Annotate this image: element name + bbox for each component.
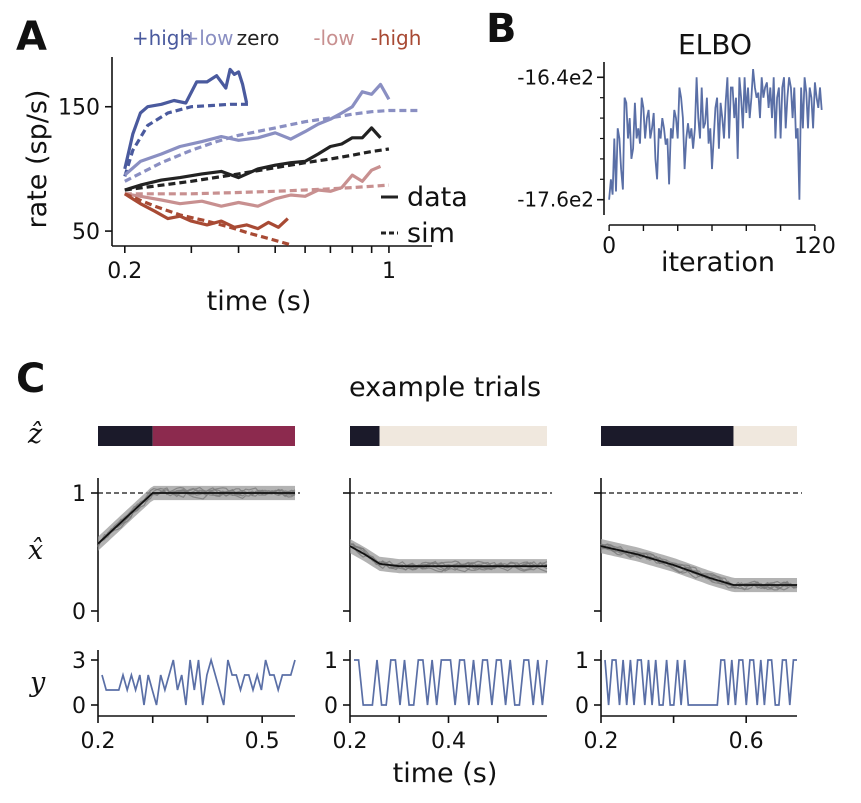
y-y-tick-label: 0 [575, 694, 589, 719]
trial-1: 0 1 0 3 0.2 0.5 [72, 426, 300, 754]
panel-b-x-tick-label: 0 [602, 234, 616, 259]
z-segment-high-state [152, 426, 295, 446]
x-hat-sample-line [600, 543, 798, 590]
y-observation-line [604, 659, 797, 706]
panel-a-x-label: time (s) [207, 286, 312, 317]
panel-b-title: ELBO [678, 28, 752, 61]
panel-c-trials: 0 1 0 3 0.2 0.5 0 1 0.2 0.4 0 1 0.2 0.6 [72, 426, 802, 754]
panel-a-axes: 50 150 0.2 1 [58, 57, 432, 284]
panel-a-line-legend: data sim [381, 182, 468, 249]
y-y-tick-label: 1 [575, 649, 589, 674]
panel-a-y-tick-label: 150 [58, 96, 100, 121]
legend-zero: zero [237, 26, 280, 50]
legend-plusminus-high: +high [132, 26, 192, 50]
panel-b-y-tick-label: -16.4e2 [517, 65, 594, 89]
trial-2: 0 1 0.2 0.4 [324, 426, 552, 754]
x-hat-mean-line [600, 545, 797, 586]
x-hat-mean-line [97, 492, 295, 545]
x-hat-band [601, 539, 797, 593]
panel-b-x-label: iteration [661, 247, 775, 278]
z-segment-dark-state [601, 426, 734, 446]
x-hat-y-tick-label: 1 [72, 482, 86, 507]
panel-letter-a: A [16, 14, 47, 60]
panel-c-title: example trials [349, 372, 541, 403]
x-hat-sample-line [97, 486, 296, 544]
panel-a-y-label: rate (sp/s) [22, 90, 53, 229]
panel-b-series [608, 69, 823, 200]
y-y-tick-label: 1 [324, 649, 338, 674]
legend-sim-label: sim [407, 218, 455, 249]
z-segment-dark-state [98, 426, 153, 446]
legend-data-label: data [407, 182, 468, 213]
panel-a-series [123, 67, 419, 247]
z-segment-low-state [733, 426, 797, 446]
panel-b-chart: ELBO -16.4e2 -17.6e2 0 120 iteration [517, 28, 836, 278]
z-segment-dark-state [350, 426, 380, 446]
legend-plusminus-low: +low [183, 26, 234, 50]
panel-a-chart: +high+low zero -low -high 50 150 0.2 1 data si… [22, 26, 468, 317]
series-minus-low-data-line [124, 164, 382, 208]
time-x-tick-label: 0.5 [245, 729, 280, 754]
series-minus-high-data-line [123, 192, 289, 231]
y-y-tick-label: 0 [72, 694, 86, 719]
series-zero-data-line [124, 126, 382, 192]
x-hat-sample-line [600, 543, 798, 591]
legend-minus-high: -high [371, 26, 422, 50]
series-minus-high-sim-line [124, 192, 292, 247]
panel-letter-c: C [16, 356, 45, 402]
time-x-tick-label: 0.2 [81, 729, 116, 754]
panel-letter-b: B [486, 6, 517, 52]
x-hat-mean-line [349, 545, 547, 568]
panel-a-condition-legend: +high+low zero -low -high [132, 26, 422, 50]
y-observation-line [101, 656, 296, 706]
time-x-tick-label: 0.6 [729, 729, 764, 754]
series-plusminus-high-data-line [123, 67, 249, 170]
z-segment-low-state [379, 426, 547, 446]
panel-a-y-tick-label: 50 [72, 220, 100, 245]
time-x-tick-label: 0.2 [333, 729, 368, 754]
series-minus-low-sim-line [124, 183, 390, 196]
y-y-tick-label: 3 [72, 649, 86, 674]
panel-a-x-tick-label: 1 [382, 259, 396, 284]
time-x-tick-label: 0.2 [584, 729, 619, 754]
elbo-line [608, 69, 823, 200]
series-plusminus-high-sim-line [123, 102, 251, 177]
panel-b-x-tick-label: 120 [794, 234, 836, 259]
panel-c-chart: example trials ẑ x̂ y 0 1 0 3 0.2 0.5 0 1 0.2 0.4… [27, 372, 802, 789]
y-y-tick-label: 0 [324, 694, 338, 719]
row-label-y: y [29, 667, 46, 698]
x-hat-y-tick-label: 0 [72, 600, 86, 625]
panel-a-x-tick-label: 0.2 [107, 259, 142, 284]
row-label-z: ẑ [27, 419, 43, 450]
trial-3: 0 1 0.2 0.6 [575, 426, 802, 754]
panel-c-x-label: time (s) [393, 758, 498, 789]
y-observation-line [354, 659, 548, 706]
series-plusminus-low-data-line [123, 82, 391, 177]
legend-minus-low: -low [313, 26, 354, 50]
row-label-x: x̂ [28, 535, 43, 566]
time-x-tick-label: 0.4 [431, 729, 466, 754]
panel-b-y-tick-label: -17.6e2 [517, 188, 594, 212]
x-hat-band [98, 485, 295, 551]
series-plusminus-low-sim-line [124, 108, 419, 183]
panel-b-axes: -16.4e2 -17.6e2 0 120 [517, 62, 836, 259]
